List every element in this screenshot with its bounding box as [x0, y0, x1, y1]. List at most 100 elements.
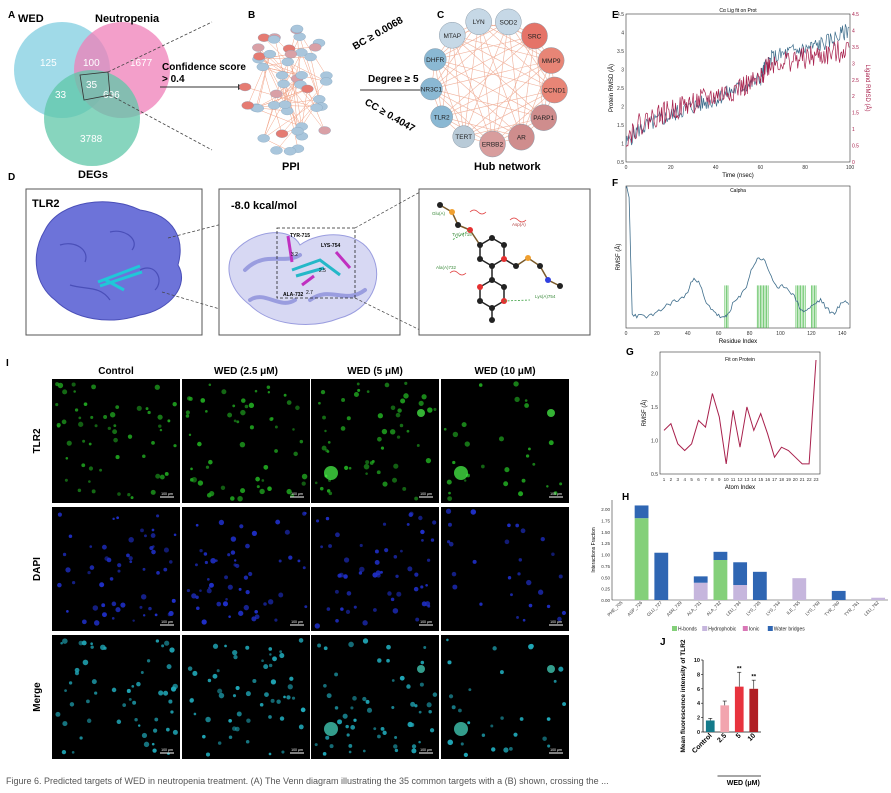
chart-g-xtick: 9 — [718, 477, 721, 482]
cell — [238, 610, 244, 616]
chart-h-legend-swatch — [767, 626, 773, 631]
cell — [472, 559, 477, 564]
ppi-edge — [258, 56, 311, 60]
cell — [340, 426, 346, 431]
cell — [128, 556, 133, 561]
chart-e-y2tick: 1.5 — [852, 111, 859, 117]
chart-h-ytick: 0.25 — [601, 587, 610, 592]
ppi-node — [275, 129, 289, 138]
chart-f-xtick: 120 — [807, 331, 816, 337]
cell — [393, 744, 398, 749]
cell — [558, 574, 563, 579]
cell — [191, 593, 197, 599]
chart-e-ytick: 1 — [621, 142, 624, 148]
cell — [448, 491, 451, 495]
cell — [346, 416, 351, 421]
hub-node-label: LYN — [473, 19, 485, 26]
chart-e-y2tick: 1 — [852, 127, 855, 133]
ppi-node — [267, 35, 281, 44]
cell — [481, 464, 485, 469]
cell — [221, 389, 227, 395]
hub-edge — [508, 21, 555, 91]
chart-h-bar-asp_726 — [634, 518, 649, 600]
cell — [186, 588, 191, 593]
chart-e-xtick: 80 — [802, 165, 808, 171]
cell — [374, 549, 379, 554]
cell — [408, 512, 413, 518]
cell — [115, 607, 121, 613]
cell — [278, 592, 284, 598]
cell — [163, 567, 168, 572]
cell — [551, 552, 555, 557]
chart-h-bar-glu_727 — [654, 552, 669, 600]
cell — [353, 392, 359, 398]
cell — [151, 528, 155, 532]
cell — [128, 697, 132, 701]
cell — [522, 618, 526, 622]
cell — [187, 396, 192, 401]
cell — [150, 489, 156, 495]
cell — [263, 664, 269, 670]
chart-h-ytick: 1.00 — [601, 553, 610, 558]
chart-h-xtick: ALA_731 — [686, 600, 703, 617]
cell — [314, 623, 320, 629]
cell — [393, 463, 399, 469]
cell — [218, 692, 225, 699]
cell — [515, 523, 520, 528]
scale-bar-label: 100 μm — [550, 748, 562, 752]
chart-e-ytick: 3 — [621, 68, 624, 74]
cell — [74, 408, 79, 412]
ppi-edge — [287, 61, 327, 82]
cell — [82, 619, 87, 625]
ppi-node — [256, 62, 269, 72]
cell — [264, 692, 269, 697]
cell — [470, 509, 477, 515]
chart-h-ytick: 0.00 — [601, 598, 610, 603]
ppi-edge — [301, 99, 320, 127]
cell — [481, 733, 486, 737]
cell — [88, 442, 92, 446]
cell — [546, 604, 551, 609]
chart-g-legend: Fit on Protein — [725, 357, 755, 363]
cell — [426, 558, 431, 562]
hub-edge — [478, 21, 493, 145]
cell — [159, 428, 163, 432]
chart-h-legend-label: Hydrophobic — [708, 627, 737, 633]
chart-g-xtick: 17 — [772, 477, 778, 482]
chart-e-ytick: 3.5 — [617, 49, 624, 55]
cell — [509, 746, 513, 751]
cell — [302, 511, 307, 516]
cell — [172, 729, 178, 735]
chart-g-xtick: 16 — [765, 477, 771, 482]
cell — [117, 563, 122, 568]
cell — [266, 385, 271, 390]
cell — [326, 607, 331, 611]
cell — [286, 695, 291, 700]
hub-node-ccnd1 — [541, 76, 568, 104]
cell — [352, 696, 357, 701]
chart-h-ytick: 2.00 — [601, 507, 610, 512]
cell — [86, 718, 92, 724]
cell — [290, 493, 295, 498]
chart-j-ytick: 0 — [697, 730, 700, 736]
cell — [553, 679, 557, 683]
interaction-label-2: Tyr(A)715 — [452, 232, 472, 237]
chart-f-legend: Calpha — [730, 188, 746, 194]
cell — [151, 441, 155, 445]
chart-g-xtick: 11 — [731, 477, 736, 482]
cell — [233, 654, 238, 660]
distance-1: 3.2 — [291, 252, 298, 258]
ppi-edge — [281, 81, 327, 134]
chart-g-xtick: 8 — [711, 477, 714, 482]
chart-j-xtick: 5 — [735, 732, 743, 740]
cell — [164, 640, 170, 646]
cell — [236, 420, 240, 424]
cell — [318, 401, 321, 405]
cell — [363, 463, 370, 470]
cell — [287, 684, 293, 690]
cell — [154, 717, 159, 722]
cell — [230, 550, 236, 555]
cell — [335, 532, 340, 538]
cell — [350, 706, 354, 710]
cell — [380, 726, 385, 731]
